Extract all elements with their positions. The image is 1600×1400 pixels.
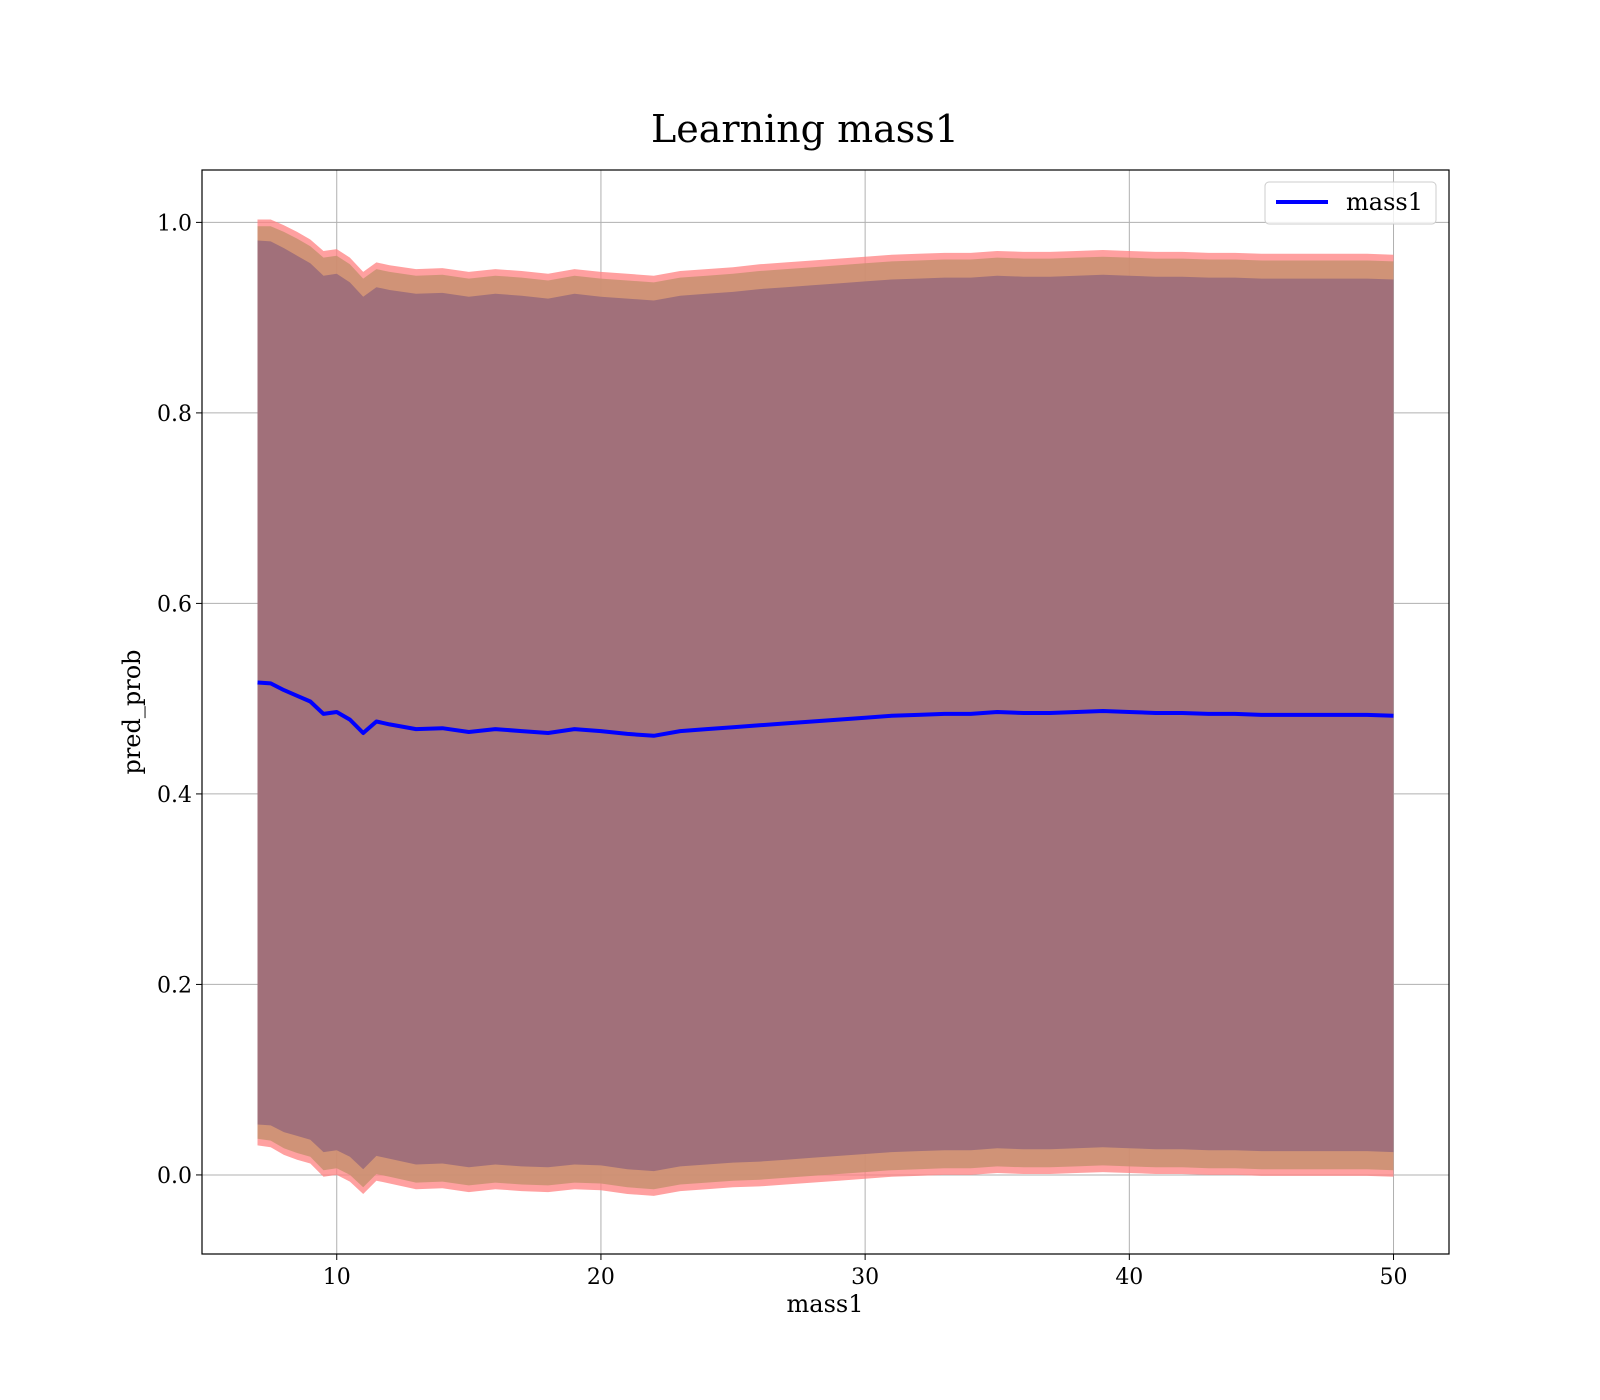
- plot-frame: [201, 169, 1450, 1255]
- x-tick-label-0: 10: [323, 1265, 351, 1290]
- y-tick-label-0: 0.0: [157, 1164, 192, 1189]
- y-tick-label-5: 1.0: [157, 211, 192, 236]
- y-ticks: 0.0 0.2 0.4 0.6 0.8 1.0: [157, 211, 202, 1189]
- y-tick-label-1: 0.2: [157, 973, 192, 998]
- y-tick-label-3: 0.6: [157, 592, 192, 617]
- x-ticks: 10 20 30 40 50: [323, 1254, 1408, 1290]
- series-line-0: [257, 680, 1394, 738]
- x-tick-label-1: 20: [587, 1265, 615, 1290]
- x-tick-label-3: 40: [1115, 1265, 1143, 1290]
- bands: [257, 219, 1394, 1196]
- y-tick-label-4: 0.8: [157, 402, 192, 427]
- y-tick-label-2: 0.4: [157, 783, 192, 808]
- legend-box: [1264, 181, 1437, 225]
- legend-label: mass1: [1346, 188, 1423, 216]
- band-2: [257, 240, 1394, 1172]
- y-axis-label: pred_prob: [118, 649, 146, 774]
- legend: mass1: [1264, 181, 1437, 225]
- x-axis-label: mass1: [787, 1290, 864, 1318]
- lines: [257, 680, 1394, 738]
- chart-title: Learning mass1: [651, 107, 959, 151]
- x-tick-label-4: 50: [1380, 1265, 1408, 1290]
- x-tick-label-2: 30: [851, 1265, 879, 1290]
